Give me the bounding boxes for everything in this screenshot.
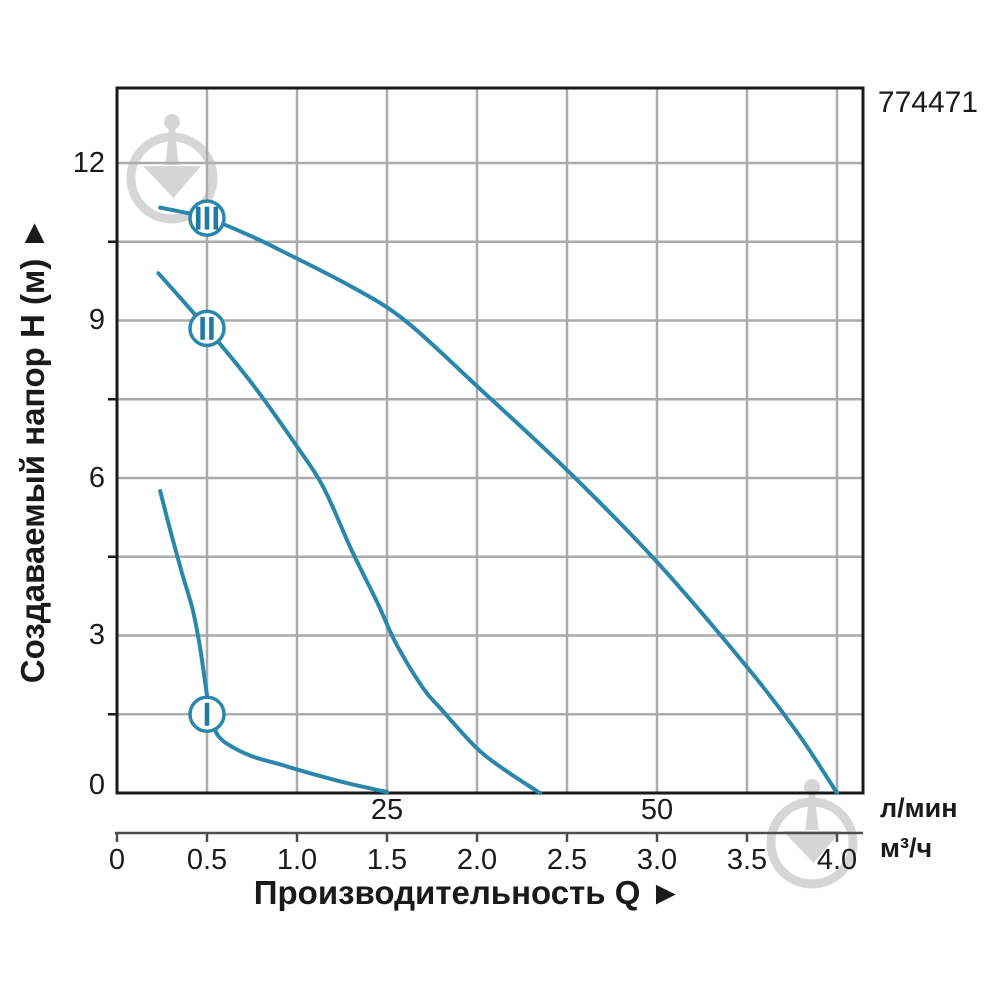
y-tick-12: 12 [72, 147, 105, 179]
curve-I [158, 489, 389, 794]
y-tick-6: 6 [88, 462, 105, 494]
x-tick-m3h-0: 0 [108, 844, 126, 876]
grid [117, 88, 863, 793]
marker-II [188, 309, 226, 348]
plot-border [115, 86, 865, 795]
x-unit-lmin: л/мин [880, 793, 958, 823]
marker-I [188, 695, 226, 733]
x-tick-m3h-15: 1.5 [366, 844, 408, 876]
curve-II [156, 271, 542, 795]
y-tick-0: 0 [88, 769, 105, 801]
marker-III [188, 199, 226, 237]
curve-III [158, 205, 839, 795]
x-tick-m3h-10: 1.0 [276, 844, 318, 876]
y-tick-3: 3 [88, 619, 105, 651]
x-tick-m3h-25: 2.5 [546, 844, 588, 876]
x-axis-title: Производительность Q ► [253, 874, 683, 911]
watermark-logo [766, 779, 858, 889]
x-tick-m3h-30: 3.0 [636, 844, 678, 876]
y-tick-9: 9 [88, 304, 105, 336]
m3h-axis [115, 831, 863, 842]
x-tick-m3h-35: 3.5 [726, 844, 768, 876]
x-tick-m3h-40: 4.0 [816, 844, 858, 876]
x-tick-lmin-25: 25 [370, 794, 404, 826]
watermark-logo [126, 114, 218, 224]
x-unit-m3h: м³/ч [880, 833, 933, 863]
x-tick-m3h-05: 0.5 [186, 844, 228, 876]
x-tick-lmin-50: 50 [640, 794, 674, 826]
product-code: 774471 [877, 86, 978, 119]
x-tick-m3h-20: 2.0 [456, 844, 498, 876]
y-axis-title: Создаваемый напор H (м) ► [14, 216, 51, 684]
